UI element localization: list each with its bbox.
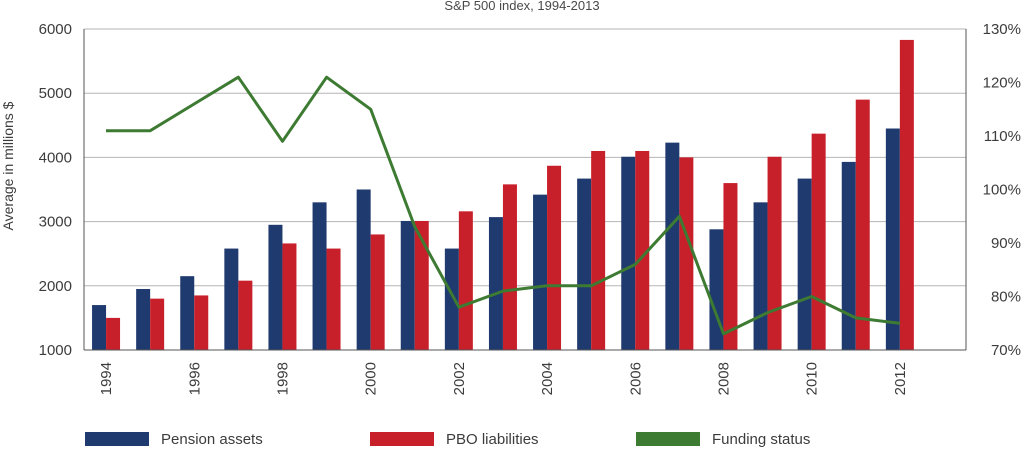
pension-assets-bar [577,178,592,350]
pbo-liabilities-bar [679,157,694,350]
pension-assets-bar [268,224,283,350]
y2-tick-label: 120% [983,75,1021,92]
y-tick-label: 2000 [39,278,72,295]
pension-assets-bar [709,229,724,350]
pbo-liabilities-bar [899,39,914,350]
pension-assets-bar [841,161,856,350]
y-tick-label: 1000 [39,342,72,359]
y-tick-label: 5000 [39,85,72,102]
x-tick-label: 2008 [715,362,732,395]
chart-title: S&P 500 index, 1994-2013 [444,0,599,13]
pbo-liabilities-bar [106,317,121,350]
pension-assets-bar [488,217,503,350]
bars [92,39,914,351]
x-tick-label: 2010 [804,362,821,395]
pbo-liabilities-bar [370,234,385,350]
legend-label: Pension assets [161,431,263,448]
pension-assets-bar [444,248,459,350]
y2-tick-label: 70% [991,342,1021,359]
x-tick-label: 1996 [186,362,203,395]
legend-swatch [85,432,149,446]
y2-tick-label: 90% [991,235,1021,252]
pbo-liabilities-bar [502,184,517,350]
pbo-liabilities-bar [767,156,782,350]
pension-assets-bar [180,276,195,350]
gridlines [84,28,966,287]
pbo-liabilities-bar [238,280,253,350]
pbo-liabilities-bar [194,295,209,350]
pbo-liabilities-bar [414,220,429,350]
x-tick-label: 1994 [98,362,115,395]
pension-assets-bar [621,156,636,350]
pension-assets-bar [533,194,548,350]
x-tick-label: 2002 [451,362,468,395]
legend-swatch [636,432,700,446]
pbo-liabilities-bar [635,150,650,350]
y-tick-label: 6000 [39,21,72,38]
pension-assets-bar [92,305,107,350]
pension-assets-bar [400,220,415,350]
x-tick-label: 2012 [892,362,909,395]
x-tick-label: 2006 [627,362,644,395]
x-tick-label: 2000 [363,362,380,395]
funding-line [106,75,901,336]
pbo-liabilities-bar [458,211,473,350]
pbo-liabilities-bar [723,183,738,350]
pbo-liabilities-bar [150,298,165,350]
y-axis-title: Average in millions $ [0,101,16,230]
pbo-liabilities-bar [811,133,826,350]
y2-tick-label: 110% [984,128,1021,145]
legend-label: Funding status [712,431,810,448]
pension-assets-bar [224,248,239,350]
y2-tick-label: 80% [991,289,1021,306]
pension-assets-bar [665,142,680,350]
x-tick-label: 1998 [274,362,291,395]
y2-tick-label: 100% [983,182,1021,199]
legend-swatch [370,432,434,446]
pbo-liabilities-bar [326,248,341,350]
axes: 1000 2000 3000 4000 5000 6000 70% 80% 90% 100% 110… [39,21,1021,395]
pension-assets-bar [136,289,151,350]
pbo-liabilities-bar [282,243,297,350]
x-tick-label: 2004 [539,362,556,395]
pbo-liabilities-bar [855,99,870,351]
legend: Pension assets PBO liabilities Funding sta… [85,431,810,448]
pension-assets-bar [356,189,371,350]
pension-assets-bar [885,128,900,350]
pension-assets-bar [312,202,327,350]
pbo-liabilities-bar [547,165,562,350]
legend-label: PBO liabilities [446,431,539,448]
pbo-liabilities-bar [591,150,606,350]
pension-assets-bar [753,202,768,350]
funding-status-line [106,75,901,336]
pension-assets-bar [797,178,812,350]
y2-tick-label: 130% [983,21,1021,38]
y-tick-label: 4000 [39,149,72,166]
y-tick-label: 3000 [39,214,72,231]
